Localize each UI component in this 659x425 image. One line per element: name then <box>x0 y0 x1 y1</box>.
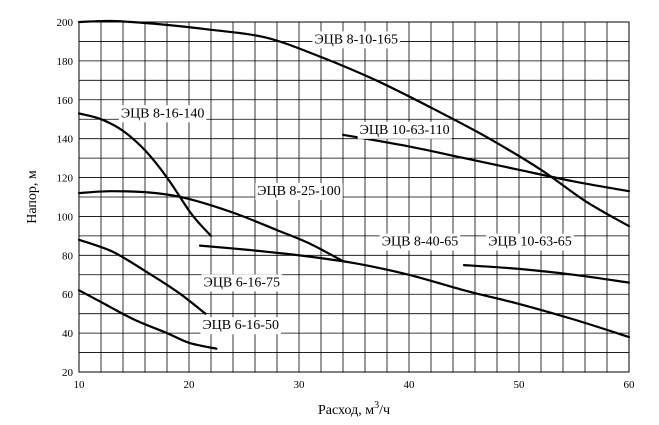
x-tick-label: 50 <box>514 379 526 391</box>
y-tick-label: 40 <box>62 328 74 340</box>
x-tick-label: 20 <box>184 379 196 391</box>
series-label-background <box>200 317 281 335</box>
y-axis-title: Напор, м <box>25 170 40 224</box>
series-label-10-63-110: ЭЦВ 10-63-110 <box>360 123 450 138</box>
series-label-background <box>357 121 452 139</box>
grid <box>78 21 630 373</box>
series-curve-8-16-140 <box>77 112 213 237</box>
series-label-background <box>201 274 283 292</box>
series-curve-10-63-65 <box>462 264 631 284</box>
y-tick-label: 160 <box>57 95 74 107</box>
series-curves <box>77 19 631 350</box>
series-label-background <box>379 233 461 251</box>
x-tick-label: 40 <box>404 379 416 391</box>
series-label-background <box>255 183 343 201</box>
series-curve-8-40-65 <box>198 244 631 339</box>
series-curve-8-25-100 <box>77 190 345 263</box>
y-tick-label: 100 <box>57 211 74 223</box>
series-label-background <box>118 105 207 123</box>
series-curve-6-16-75 <box>77 238 207 315</box>
series-label-8-40-65: ЭЦВ 8-40-65 <box>382 235 459 250</box>
x-axis-title-sup: 3 <box>374 400 379 411</box>
series-curve-8-10-165 <box>77 19 631 228</box>
series-curve-10-63-110 <box>341 133 631 193</box>
series-label-background <box>486 233 574 251</box>
series-label-8-25-100: ЭЦВ 8-25-100 <box>257 184 341 199</box>
series-label-8-10-165: ЭЦВ 8-10-165 <box>314 32 398 47</box>
x-axis-title: Расход, м3/ч <box>318 400 390 418</box>
series-label-6-16-75: ЭЦВ 6-16-75 <box>204 275 281 290</box>
y-tick-label: 180 <box>57 56 74 68</box>
series-curve-6-16-50 <box>77 289 218 350</box>
series-label-background <box>312 31 400 49</box>
x-tick-label: 10 <box>74 379 86 391</box>
y-tick-label: 60 <box>62 289 74 301</box>
y-tick-label: 120 <box>57 173 74 185</box>
y-tick-label: 20 <box>62 367 74 379</box>
plot-frame <box>78 21 630 373</box>
series-labels: ЭЦВ 8-10-165 ЭЦВ 8-16-140 ЭЦВ 10-63-110 ЭЦВ… <box>118 31 574 335</box>
series-label-8-16-140: ЭЦВ 8-16-140 <box>121 106 205 121</box>
y-tick-label: 200 <box>57 17 74 29</box>
x-tick-label: 30 <box>294 379 306 391</box>
y-tick-label: 140 <box>57 134 74 146</box>
y-tick-label: 80 <box>62 250 74 262</box>
series-label-10-63-65: ЭЦВ 10-63-65 <box>488 235 572 250</box>
series-label-6-16-50: ЭЦВ 6-16-50 <box>202 318 279 333</box>
x-axis-title-tail: /ч <box>379 403 390 418</box>
x-tick-label: 60 <box>624 379 636 391</box>
x-axis-title-main: Расход, м <box>318 403 374 418</box>
